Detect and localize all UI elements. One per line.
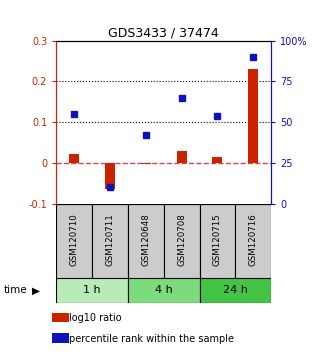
Bar <box>213 157 222 163</box>
Bar <box>200 278 271 303</box>
Bar <box>52 333 69 343</box>
Text: GSM120711: GSM120711 <box>105 213 115 266</box>
Text: 24 h: 24 h <box>223 285 248 295</box>
Bar <box>128 278 200 303</box>
Text: GSM120648: GSM120648 <box>141 213 150 266</box>
Text: GSM120708: GSM120708 <box>177 213 186 266</box>
Title: GDS3433 / 37474: GDS3433 / 37474 <box>108 27 219 40</box>
Bar <box>248 69 258 163</box>
Bar <box>128 204 164 278</box>
Text: log10 ratio: log10 ratio <box>69 313 122 323</box>
Text: GSM120716: GSM120716 <box>249 213 258 266</box>
Text: 4 h: 4 h <box>155 285 173 295</box>
Bar <box>69 154 79 163</box>
Bar <box>200 204 235 278</box>
Bar <box>92 204 128 278</box>
Bar <box>52 313 69 322</box>
Bar <box>177 151 187 163</box>
Bar <box>141 163 151 165</box>
Text: ▶: ▶ <box>32 285 40 295</box>
Text: 1 h: 1 h <box>83 285 101 295</box>
Text: GSM120710: GSM120710 <box>70 213 79 266</box>
Bar <box>164 204 200 278</box>
Text: percentile rank within the sample: percentile rank within the sample <box>69 333 234 344</box>
Text: GSM120715: GSM120715 <box>213 213 222 266</box>
Bar <box>235 204 271 278</box>
Bar <box>56 204 92 278</box>
Bar <box>105 163 115 189</box>
Text: time: time <box>3 285 27 295</box>
Bar <box>56 278 128 303</box>
